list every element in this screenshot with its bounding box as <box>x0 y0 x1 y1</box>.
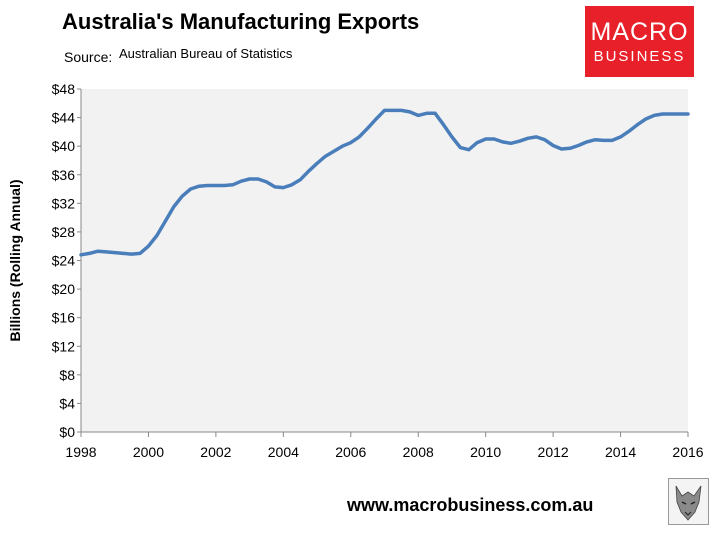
y-tick-label: $8 <box>59 367 75 383</box>
x-tick-label: 2000 <box>133 444 164 460</box>
chart-title: Australia's Manufacturing Exports <box>62 9 420 34</box>
y-tick-label: $40 <box>52 138 76 154</box>
logo-line-2: BUSINESS <box>593 47 686 65</box>
y-tick-label: $36 <box>52 167 76 183</box>
y-tick-label: $0 <box>59 424 75 440</box>
x-tick-label: 2012 <box>538 444 569 460</box>
plot-area <box>81 89 688 432</box>
x-tick-label: 2008 <box>403 444 434 460</box>
source-value: Australian Bureau of Statistics <box>119 46 293 61</box>
y-tick-label: $16 <box>52 310 76 326</box>
y-tick-label: $32 <box>52 195 76 211</box>
y-tick-label: $28 <box>52 224 76 240</box>
y-tick-label: $44 <box>52 110 76 126</box>
y-tick-label: $24 <box>52 253 76 269</box>
x-tick-label: 2002 <box>200 444 231 460</box>
macrobusiness-logo: MACRO BUSINESS <box>585 6 694 77</box>
footer-url: www.macrobusiness.com.au <box>347 495 594 515</box>
y-tick-label: $48 <box>52 81 76 97</box>
x-tick-label: 2016 <box>672 444 703 460</box>
x-axis: 1998 2000 2002 2004 2006 2008 2010 2012 2014 2016 <box>65 431 704 460</box>
series-line-manufacturing-exports <box>79 108 690 257</box>
y-tick-label: $12 <box>52 338 76 354</box>
y-tick-label: $20 <box>52 281 76 297</box>
x-tick-label: 2010 <box>470 444 501 460</box>
x-tick-label: 2004 <box>268 444 299 460</box>
y-tick-label: $4 <box>59 395 75 411</box>
logo-line-1: MACRO <box>590 17 689 46</box>
x-tick-label: 1998 <box>65 444 96 460</box>
y-axis-label: Billions (Rolling Annual) <box>7 179 23 341</box>
y-axis: $0 $4 $8 $12 $16 $20 $24 $28 $32 $36 $40 $44 $48 <box>52 81 82 440</box>
wolf-emblem-icon <box>668 478 709 525</box>
source-label: Source: <box>64 49 113 65</box>
x-tick-label: 2014 <box>605 444 636 460</box>
x-tick-label: 2006 <box>335 444 366 460</box>
